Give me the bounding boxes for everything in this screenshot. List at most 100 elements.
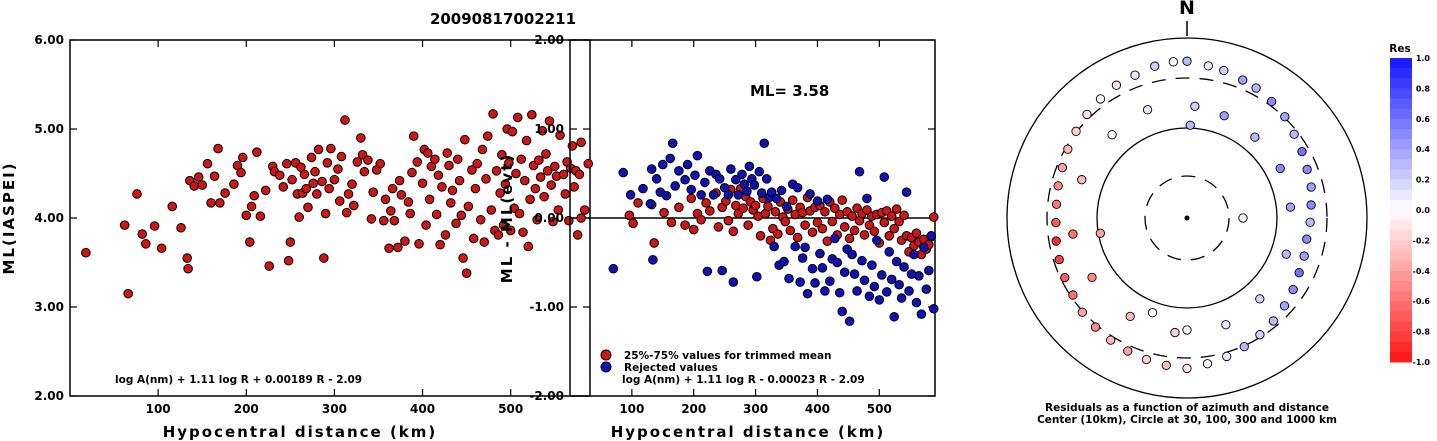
data-point <box>440 230 451 240</box>
data-point <box>237 152 248 163</box>
data-point <box>417 178 428 189</box>
data-point <box>839 267 850 278</box>
data-point <box>692 150 703 161</box>
colorbar-cell <box>1390 341 1412 353</box>
y-tick-label: -2.00 <box>529 389 564 403</box>
data-point <box>884 231 895 241</box>
data-point <box>193 172 204 182</box>
data-point <box>389 215 400 226</box>
data-point <box>260 185 271 196</box>
station-marker <box>1305 217 1315 227</box>
station-marker <box>1147 308 1158 318</box>
colorbar-cell <box>1390 179 1412 191</box>
data-point <box>209 171 220 181</box>
x-axis-label: Hypocentral distance (km) <box>611 423 886 441</box>
station-marker <box>1280 112 1290 122</box>
data-point <box>445 198 456 208</box>
colorbar-cell <box>1390 311 1412 322</box>
data-point <box>686 193 697 204</box>
colorbar-tick-label: -0.4 <box>1413 267 1431 276</box>
data-point <box>544 116 555 126</box>
azimuth-distance-panel: N Residuals as a function of azimuth and… <box>1006 0 1368 426</box>
data-point <box>891 256 902 267</box>
data-point <box>686 184 697 195</box>
data-point <box>504 158 514 168</box>
station-marker <box>1107 130 1117 140</box>
colorbar-cell <box>1390 210 1412 221</box>
data-point <box>320 208 331 219</box>
y-tick-label: 2.00 <box>534 33 564 47</box>
legend-marker-rejected <box>600 361 612 373</box>
data-point <box>359 166 370 177</box>
data-point <box>847 249 857 260</box>
colorbar-cell <box>1390 270 1412 282</box>
data-point <box>781 201 792 212</box>
data-point <box>241 210 252 221</box>
data-point <box>651 174 662 184</box>
data-point <box>405 208 416 219</box>
data-point <box>431 209 442 220</box>
colorbar-tick-label: 0.6 <box>1416 115 1431 124</box>
data-point <box>667 138 678 149</box>
data-point <box>690 170 700 181</box>
station-marker <box>1275 163 1285 174</box>
station-marker <box>1255 294 1265 304</box>
station-marker <box>1077 307 1088 317</box>
station-marker <box>1190 101 1200 111</box>
data-point <box>869 226 880 237</box>
data-point <box>879 172 890 182</box>
data-point <box>726 164 736 174</box>
data-point <box>255 211 266 222</box>
station-marker <box>1302 164 1312 175</box>
data-point <box>530 183 541 194</box>
data-point <box>534 155 544 165</box>
data-point <box>807 263 818 274</box>
data-point <box>805 189 815 199</box>
ring-30km <box>1144 175 1230 261</box>
station-marker <box>1297 146 1307 157</box>
data-point <box>797 253 808 263</box>
station-marker <box>1053 181 1063 191</box>
y-axis-label: ML(IASPEI) <box>0 161 18 274</box>
data-point <box>458 253 468 263</box>
data-point <box>301 183 312 194</box>
data-point <box>750 200 761 211</box>
data-point <box>812 196 823 206</box>
station-marker <box>1150 61 1160 71</box>
data-point <box>433 170 444 181</box>
y-tick-label: -1.00 <box>529 300 564 314</box>
data-point <box>891 204 902 214</box>
data-point <box>488 109 498 119</box>
data-point <box>773 229 783 239</box>
residual-colorbar: Res 1.0 0.8 0.6 0.4 0.2 0.0 -0.2 -0.4 -0.6 -0.8 -1… <box>1389 43 1430 367</box>
data-point <box>311 189 322 199</box>
colorbar-cell <box>1390 118 1412 130</box>
data-point <box>624 210 635 221</box>
colorbar-cell <box>1390 128 1412 140</box>
colorbar-cell <box>1390 78 1412 89</box>
data-point <box>329 174 340 185</box>
data-point <box>123 288 133 299</box>
y-tick-label: 1.00 <box>534 122 564 136</box>
data-point <box>555 130 565 141</box>
data-point <box>807 227 818 238</box>
station-marker <box>1161 360 1171 371</box>
data-point <box>384 243 394 254</box>
data-point <box>519 175 530 186</box>
data-point <box>771 193 782 204</box>
station-marker <box>1279 301 1290 311</box>
data-point <box>904 286 914 296</box>
data-point <box>755 231 766 241</box>
station-marker <box>1219 111 1229 121</box>
station-marker <box>1222 351 1232 362</box>
data-point <box>839 222 850 232</box>
data-point <box>527 109 537 120</box>
colorbar-cell <box>1390 321 1412 333</box>
data-point <box>708 190 719 200</box>
data-point <box>264 261 274 271</box>
data-point <box>638 183 648 194</box>
station-marker <box>1239 341 1249 352</box>
x-tick-label: 400 <box>410 402 435 416</box>
data-point <box>481 174 491 184</box>
